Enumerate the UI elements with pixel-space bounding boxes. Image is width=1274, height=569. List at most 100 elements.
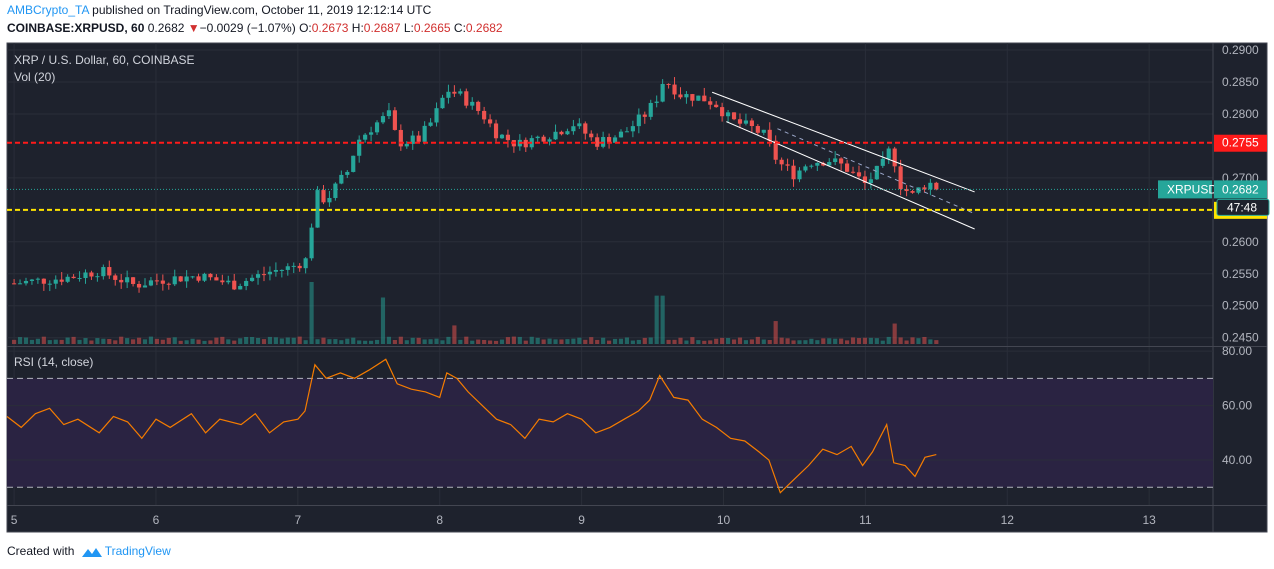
volume-bar — [833, 338, 838, 344]
candle-body — [773, 140, 778, 160]
candle-body — [226, 280, 231, 283]
volume-bar — [726, 338, 731, 344]
candle-body — [458, 91, 463, 94]
volume-bar — [363, 340, 368, 344]
candle-body — [166, 283, 171, 285]
candle-body — [934, 182, 939, 190]
candle-body — [29, 279, 35, 281]
volume-bar — [827, 338, 832, 344]
candle-body — [749, 120, 754, 127]
candle-body — [273, 269, 278, 272]
volume-bar — [119, 336, 124, 344]
volume-bar — [493, 340, 499, 344]
volume-bar — [511, 336, 516, 344]
volume-bar — [488, 340, 493, 344]
candle-body — [493, 123, 499, 139]
candle-body — [636, 114, 641, 127]
volume-bar — [136, 337, 142, 344]
volume-bar — [345, 338, 350, 344]
created-with-label: Created with — [7, 544, 75, 558]
last-price-badge — [1214, 180, 1267, 199]
candle-body — [374, 122, 380, 133]
volume-bar — [648, 337, 653, 344]
volume-bar — [339, 340, 344, 344]
candle-body — [731, 112, 737, 120]
rsi-tick-label: 40.00 — [1222, 453, 1252, 467]
volume-bar — [624, 337, 630, 344]
candle-body — [107, 267, 112, 276]
candle-body — [422, 125, 427, 142]
volume-bar — [844, 340, 850, 344]
candle-body — [17, 283, 23, 285]
volume-bar — [434, 338, 439, 344]
volume-bar — [315, 339, 320, 344]
candle-body — [827, 162, 832, 166]
volume-bar — [785, 338, 790, 344]
volume-bar — [458, 339, 463, 344]
symbol-badge-label: XRPUSD — [1167, 182, 1217, 196]
volume-bar — [464, 336, 469, 344]
candle-body — [208, 273, 213, 278]
candle-body — [803, 166, 808, 171]
volume-bar — [559, 339, 564, 344]
volume-bar — [803, 340, 808, 344]
price-tick-label: 0.2550 — [1222, 267, 1259, 281]
volume-bar — [476, 339, 481, 344]
symbol-badge — [1158, 180, 1212, 199]
tradingview-brand-link[interactable]: TradingView — [104, 544, 171, 558]
candle-body — [321, 190, 326, 203]
volume-bar — [708, 340, 713, 344]
volume-bar — [374, 339, 380, 344]
candle-body — [648, 102, 653, 117]
published-text: published on TradingView.com, October 11… — [92, 3, 432, 17]
candle-body — [142, 285, 148, 288]
chart-border — [6, 42, 1268, 533]
volume-bar — [583, 339, 588, 344]
candle-body — [535, 136, 540, 139]
rsi-tick-label: 60.00 — [1222, 399, 1252, 413]
price-tick-label: 0.2500 — [1222, 299, 1259, 313]
candle-body — [345, 171, 350, 175]
candle-body — [785, 164, 790, 166]
open-value: 0.2673 — [311, 21, 349, 35]
low-label: L: — [403, 21, 414, 35]
volume-bar — [922, 336, 927, 344]
candle-body — [446, 91, 451, 98]
candle-body — [41, 278, 46, 284]
volume-bar — [601, 337, 606, 344]
volume-bar — [505, 337, 511, 344]
time-tick-label: 9 — [578, 513, 585, 527]
volume-bar — [428, 339, 433, 344]
candle-body — [47, 283, 52, 285]
candle-body — [327, 197, 332, 203]
candle-body — [928, 182, 933, 190]
time-tick-label: 12 — [1001, 513, 1015, 527]
candle-body — [791, 165, 796, 180]
volume-bar — [499, 339, 505, 344]
volume-bar — [125, 338, 130, 344]
candle-body — [89, 272, 94, 277]
candle-body — [839, 158, 844, 164]
candle-body — [583, 123, 588, 134]
candle-body — [357, 139, 362, 156]
volume-bar — [101, 338, 106, 344]
candle-body — [809, 165, 814, 167]
candle-body — [339, 174, 344, 184]
volume-bar — [351, 337, 356, 344]
author-link[interactable]: AMBCrypto_TA — [7, 3, 89, 17]
volume-bar — [166, 337, 171, 344]
volume-bar — [517, 336, 522, 344]
price-tick-label: 0.2900 — [1222, 43, 1259, 57]
tradingview-logo-icon — [81, 547, 102, 557]
volume-bar — [815, 340, 820, 344]
candle-body — [410, 135, 415, 144]
volume-bar — [172, 337, 177, 344]
price-chart[interactable]: 0.29000.28500.28000.27000.26000.25500.25… — [0, 42, 1274, 538]
candle-body — [714, 104, 719, 108]
volume-bar — [642, 337, 647, 344]
volume-bar — [821, 338, 826, 344]
volume-bar — [684, 340, 689, 344]
time-tick-label: 10 — [717, 513, 731, 527]
high-label: H: — [351, 21, 364, 35]
volume-bar — [279, 338, 284, 344]
